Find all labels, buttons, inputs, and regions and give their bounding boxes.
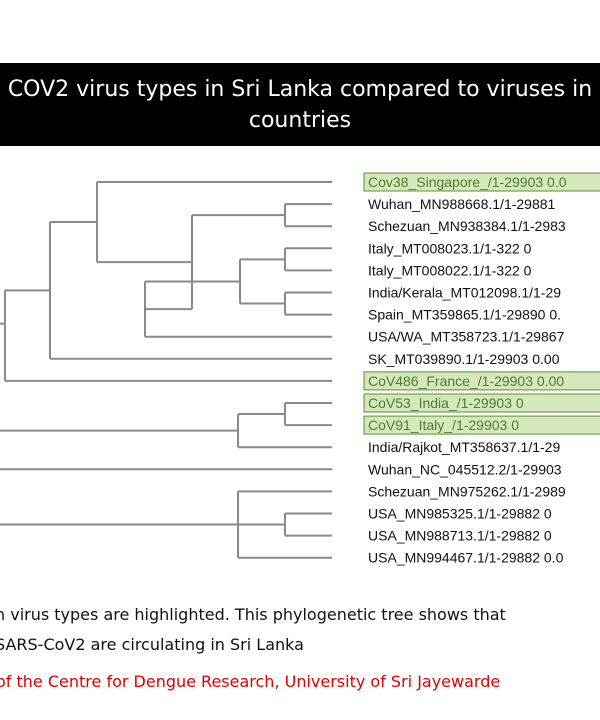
caption-line-1: n virus types are highlighted. This phyl…	[0, 605, 506, 624]
credit-text: of the Centre for Dengue Research, Unive…	[0, 672, 501, 691]
tree-leaves: Cov38_Singapore_/1-29903 0.0 Wuhan_MN9886…	[363, 172, 600, 566]
leaf-label: Schezuan_MN975262.1/1-2989	[368, 483, 566, 499]
leaf-highlight	[363, 415, 600, 435]
leaf-label: USA_MN994467.1/1-29882 0.0	[368, 550, 564, 566]
leaf-label: India/Rajkot_MT358637.1/1-29	[368, 439, 560, 455]
leaf-highlight	[363, 371, 600, 391]
leaf-label: Spain_MT359865.1/1-29890 0.	[368, 307, 561, 323]
title-line-2: countries	[248, 107, 352, 133]
leaf-label: Italy_MT008023.1/1-322 0	[368, 240, 532, 256]
leaf-label: CoV486_France_/1-29903 0.00	[368, 373, 564, 389]
leaf-label: USA_MN988713.1/1-29882 0	[368, 528, 552, 544]
phylogenetic-tree: Cov38_Singapore_/1-29903 0.0 Wuhan_MN9886…	[0, 172, 600, 566]
leaf-label: Wuhan_MN988668.1/1-29881	[368, 196, 556, 212]
title-banner: COV2 virus types in Sri Lanka compared t…	[0, 63, 600, 146]
leaf-label: USA_MN985325.1/1-29882 0	[368, 506, 552, 522]
caption: n virus types are highlighted. This phyl…	[0, 600, 600, 660]
leaf-label: India/Kerala_MT012098.1/1-29	[368, 285, 561, 301]
credit-line: of the Centre for Dengue Research, Unive…	[0, 672, 600, 691]
leaf-label: Italy_MT008022.1/1-322 0	[368, 262, 532, 278]
leaf-label: Wuhan_NC_045512.2/1-29903	[368, 461, 562, 477]
leaf-highlight	[363, 172, 600, 192]
title-line-1: COV2 virus types in Sri Lanka compared t…	[7, 76, 593, 102]
caption-line-2: SARS-CoV2 are circulating in Sri Lanka	[0, 635, 304, 654]
leaf-label: CoV91_Italy_/1-29903 0	[368, 417, 519, 433]
leaf-label: CoV53_India_/1-29903 0	[368, 395, 524, 411]
leaf-highlight	[363, 393, 600, 413]
tree-branches	[0, 181, 332, 559]
leaf-label: SK_MT039890.1/1-29903 0.00	[368, 351, 560, 367]
leaf-label: Cov38_Singapore_/1-29903 0.0	[368, 174, 567, 190]
leaf-label: Schezuan_MN938384.1/1-2983	[368, 218, 566, 234]
leaf-label: USA/WA_MT358723.1/1-29867	[368, 329, 565, 345]
